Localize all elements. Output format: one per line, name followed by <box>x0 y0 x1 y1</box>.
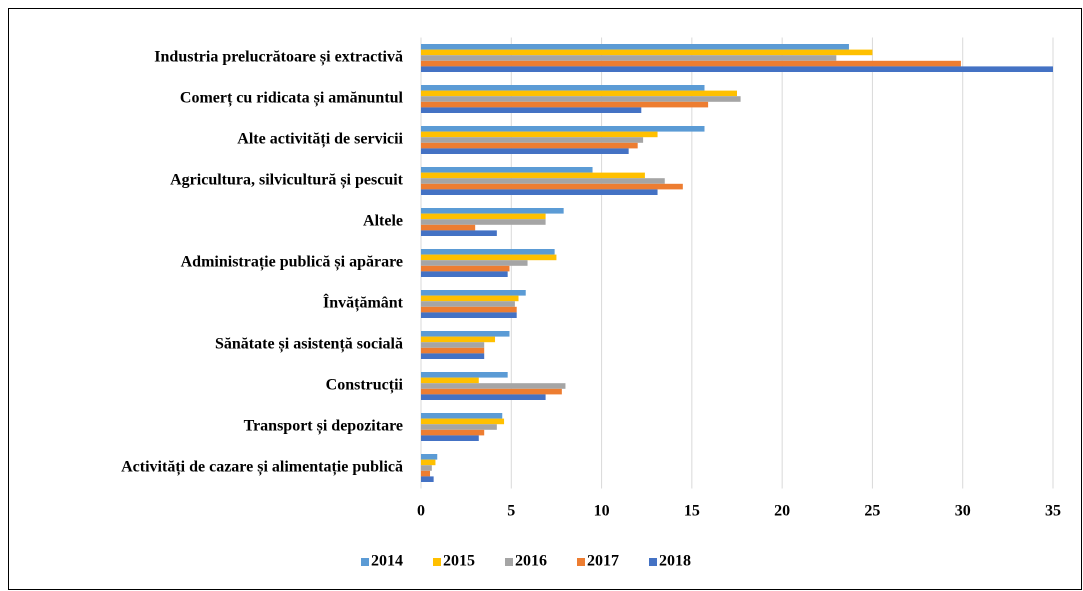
y-tick-label: Agricultura, silvicultură și pescuit <box>170 172 404 190</box>
bar <box>421 429 485 436</box>
bar <box>421 342 485 348</box>
bar <box>421 131 658 138</box>
bar <box>421 148 629 154</box>
x-tick-label: 10 <box>594 503 610 520</box>
legend-label: 2018 <box>659 553 691 570</box>
bar <box>421 377 479 384</box>
bar <box>421 465 432 471</box>
bar <box>421 383 566 389</box>
bar <box>421 265 510 272</box>
legend-swatch <box>505 558 513 566</box>
x-tick-label: 20 <box>774 503 790 520</box>
y-tick-label: Învățământ <box>323 293 404 313</box>
bar <box>421 85 705 91</box>
bar <box>421 271 508 277</box>
x-tick-label: 30 <box>955 503 971 520</box>
legend-label: 2014 <box>371 553 403 570</box>
legend-label: 2017 <box>587 553 619 570</box>
legend-swatch <box>433 558 441 566</box>
bar <box>421 290 526 296</box>
bar <box>421 476 434 482</box>
bar <box>421 172 645 179</box>
x-tick-label: 25 <box>864 503 880 520</box>
bar <box>421 260 528 266</box>
bar <box>421 213 546 220</box>
bar <box>421 459 436 466</box>
bar <box>421 301 515 307</box>
bar <box>421 454 438 460</box>
x-tick-label: 0 <box>417 503 425 520</box>
bar <box>421 295 519 302</box>
bar <box>421 107 642 113</box>
bar <box>421 388 562 395</box>
bar <box>421 183 683 190</box>
legend-swatch <box>361 558 369 566</box>
bar <box>421 44 849 50</box>
bar <box>421 96 741 102</box>
bar <box>421 66 1053 72</box>
y-tick-label: Altele <box>363 213 403 230</box>
bar <box>421 331 510 337</box>
bar <box>421 189 658 195</box>
y-tick-label: Administrație publică și apărare <box>181 254 403 272</box>
legend-label: 2016 <box>515 553 547 570</box>
bar <box>421 254 557 261</box>
legend-swatch <box>577 558 585 566</box>
y-tick-label: Sănătate și asistență socială <box>215 336 403 354</box>
bar <box>421 418 505 425</box>
bar <box>421 178 665 184</box>
bar <box>421 470 431 477</box>
bar <box>421 224 476 231</box>
bar <box>421 312 517 318</box>
bar <box>421 353 485 359</box>
bar <box>421 60 961 67</box>
bar <box>421 208 564 214</box>
legend-label: 2015 <box>443 553 475 570</box>
bar <box>421 347 485 354</box>
bar <box>421 219 546 225</box>
legend-swatch <box>649 558 657 566</box>
y-tick-label: Activități de cazare și alimentație publ… <box>121 459 403 477</box>
y-tick-label: Construcții <box>326 377 404 395</box>
y-tick-label: Comerț cu ridicata și amănuntul <box>180 90 404 108</box>
bar <box>421 142 638 149</box>
bar <box>421 249 555 255</box>
bar <box>421 435 479 441</box>
x-tick-label: 15 <box>684 503 700 520</box>
bar <box>421 306 517 313</box>
bar <box>421 394 546 400</box>
y-tick-label: Alte activități de servicii <box>237 131 403 149</box>
bar <box>421 55 837 61</box>
bar <box>421 90 737 97</box>
bar <box>421 424 497 430</box>
bar <box>421 101 709 108</box>
bar <box>421 336 496 343</box>
y-tick-label: Industria prelucrătoare și extractivă <box>154 49 403 67</box>
chart-frame <box>8 8 1082 590</box>
bar <box>421 230 497 236</box>
bar <box>421 372 508 378</box>
bar <box>421 137 644 143</box>
bar <box>421 167 593 173</box>
bar <box>421 49 873 56</box>
x-tick-label: 35 <box>1045 503 1061 520</box>
bar <box>421 126 705 132</box>
y-tick-label: Transport și depozitare <box>244 418 403 436</box>
bar <box>421 413 503 419</box>
x-tick-label: 5 <box>507 503 515 520</box>
